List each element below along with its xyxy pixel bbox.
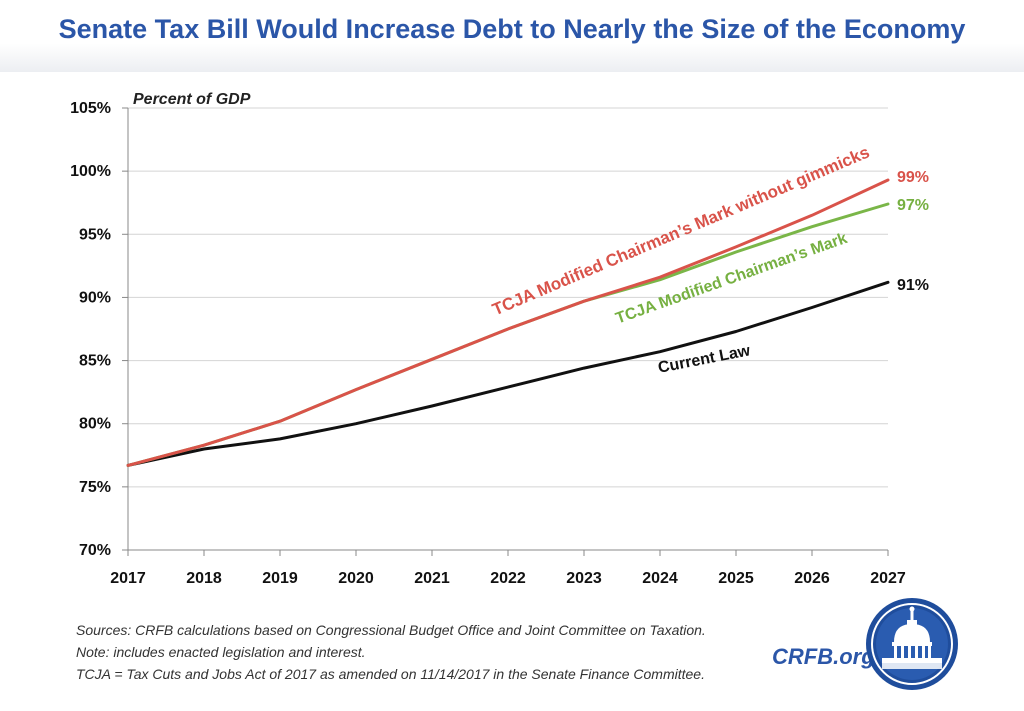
x-tick-label: 2027 <box>870 570 906 587</box>
y-tick-label: 70% <box>79 542 111 559</box>
x-tick-label: 2020 <box>338 570 374 587</box>
x-tick-label: 2021 <box>414 570 450 587</box>
series-end-label: 91% <box>897 277 929 294</box>
y-axis-label: Percent of GDP <box>133 91 251 108</box>
grid-lines <box>128 107 888 488</box>
x-axis-ticks: 2017 2018 2019 2020 2021 2022 2023 2024 2025 2026… <box>110 550 906 587</box>
x-tick-label: 2022 <box>490 570 526 587</box>
series-lines <box>126 178 890 467</box>
series-labels: 99%97%91%TCJA Modified Chairman’s Mark w… <box>489 143 929 377</box>
y-tick-label: 85% <box>79 353 111 370</box>
footnote-note: Note: includes enacted legislation and i… <box>76 644 366 660</box>
x-tick-label: 2024 <box>642 570 678 587</box>
y-tick-label: 105% <box>70 100 111 117</box>
series-line <box>126 280 890 467</box>
series-end-label: 97% <box>897 197 929 214</box>
crfb-link[interactable]: CRFB.org <box>772 644 875 669</box>
y-tick-label: 100% <box>70 163 111 180</box>
series-line <box>126 178 890 467</box>
title-band <box>0 0 1024 72</box>
footnote-tcja: TCJA = Tax Cuts and Jobs Act of 2017 as … <box>76 666 705 682</box>
y-tick-label: 75% <box>79 479 111 496</box>
chart-title: Senate Tax Bill Would Increase Debt to N… <box>58 14 966 44</box>
x-tick-label: 2023 <box>566 570 602 587</box>
series-end-label: 99% <box>897 169 929 186</box>
x-tick-label: 2025 <box>718 570 754 587</box>
y-tick-label: 90% <box>79 289 111 306</box>
x-tick-label: 2017 <box>110 570 146 587</box>
y-axis-ticks: 70% 75% 80% 85% 90% 95% 100% 105% <box>70 100 111 559</box>
x-tick-label: 2026 <box>794 570 830 587</box>
footnote-sources: Sources: CRFB calculations based on Cong… <box>76 622 706 638</box>
axes <box>122 107 888 551</box>
x-tick-label: 2018 <box>186 570 222 587</box>
x-tick-label: 2019 <box>262 570 298 587</box>
y-tick-label: 95% <box>79 226 111 243</box>
capitol-dome-seal-icon <box>866 598 958 690</box>
y-tick-label: 80% <box>79 416 111 433</box>
series-line <box>126 202 890 467</box>
